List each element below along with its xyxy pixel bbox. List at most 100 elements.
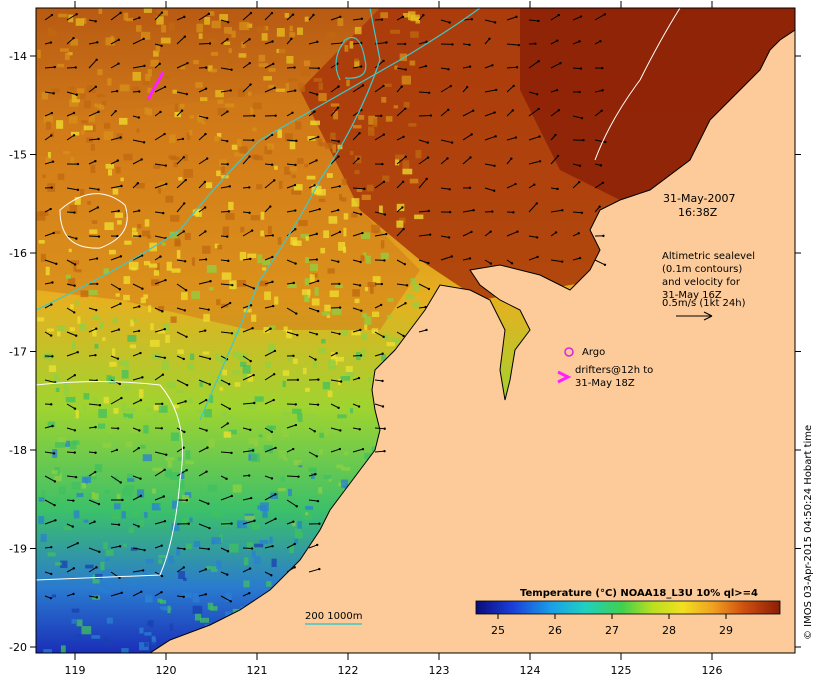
sst-pixel (208, 38, 217, 44)
colorbar-ramp (475, 600, 781, 615)
velocity-arrowhead (512, 211, 515, 214)
velocity-arrow (352, 329, 361, 333)
sst-pixel (352, 125, 362, 129)
velocity-arrowhead (183, 15, 186, 19)
sst-pixel (258, 63, 269, 68)
velocity-arrow (88, 471, 96, 477)
velocity-arrow (330, 107, 339, 117)
sst-pixel (414, 214, 424, 220)
velocity-arrowhead (163, 356, 167, 360)
velocity-arrow (110, 39, 119, 45)
velocity-arrowhead (230, 522, 233, 525)
sst-pixel (127, 478, 135, 482)
velocity-arrowhead (514, 136, 518, 139)
velocity-arrowhead (55, 262, 58, 266)
sst-pixel (47, 552, 56, 557)
sst-pixel (47, 27, 53, 36)
sst-pixel (41, 490, 46, 498)
sst-pixel (239, 21, 250, 31)
sst-pixel (118, 416, 129, 422)
velocity-arrow (176, 231, 185, 237)
sst-pixel (170, 214, 180, 222)
sst-pixel (191, 290, 200, 300)
velocity-arrowhead (381, 379, 384, 383)
velocity-arrowhead (338, 185, 341, 188)
sst-pixel (205, 565, 211, 570)
velocity-arrow (264, 281, 273, 285)
sst-pixel (91, 473, 96, 477)
plot-frame (35, 7, 796, 654)
velocity-arrow (462, 157, 471, 165)
sst-pixel (189, 115, 195, 119)
sst-pixel (198, 33, 203, 39)
velocity-arrowhead (227, 382, 231, 386)
sst-pixel (202, 245, 211, 254)
colorbar-ticks: 25 26 27 28 29 (491, 614, 733, 637)
velocity-arrow (110, 545, 121, 549)
sst-pixel (173, 404, 180, 409)
sst-pixel (263, 76, 273, 81)
velocity-arrowhead (316, 310, 320, 313)
sst-pixel (127, 334, 137, 342)
velocity-arrow (550, 62, 561, 69)
velocity-arrowhead (361, 447, 365, 451)
sst-pixel (203, 56, 211, 64)
sst-pixel (171, 268, 181, 273)
velocity-arrowhead (50, 572, 53, 576)
velocity-arrow (66, 235, 77, 240)
sst-pixel (102, 442, 112, 448)
velocity-arrowhead (450, 255, 453, 258)
sst-pixel (146, 620, 151, 626)
velocity-arrowhead (537, 107, 540, 111)
sst-pixel (102, 569, 111, 577)
velocity-arrowhead (602, 234, 605, 238)
argo-label: Argo (582, 347, 605, 358)
sst-pixel (53, 230, 61, 234)
velocity-arrowhead (274, 517, 277, 521)
velocity-arrow (132, 547, 145, 551)
velocity-arrowhead (274, 114, 277, 117)
sst-pixel (71, 619, 77, 624)
sst-pixel (112, 188, 119, 195)
velocity-arrowhead (160, 11, 164, 14)
sst-pixel (139, 627, 144, 634)
sst-pixel (318, 82, 324, 91)
sst-pixel (69, 204, 78, 214)
sst-pixel (192, 605, 203, 614)
velocity-arrowhead (203, 180, 207, 184)
sst-pixel (337, 414, 347, 419)
velocity-arrowhead (535, 236, 539, 239)
sst-pixel (217, 375, 223, 385)
velocity-arrowhead (248, 592, 251, 595)
colorbar-title: Temperature (°C) NOAA18_L3U 10% ql>=4 (520, 588, 758, 599)
sst-pixel (64, 52, 70, 60)
sst-pixel (327, 268, 335, 274)
velocity-arrowhead (115, 448, 119, 452)
velocity-arrow (198, 568, 207, 573)
sst-pixel (243, 580, 250, 588)
sst-pixel (56, 120, 64, 129)
sst-pixel (57, 173, 65, 180)
velocity-arrowhead (273, 349, 277, 353)
velocity-arrow (264, 447, 276, 453)
sst-pixel (47, 151, 51, 159)
sst-pixel (140, 444, 146, 449)
sst-pixel (69, 441, 77, 450)
sst-pixel (279, 45, 288, 55)
velocity-arrowhead (252, 373, 255, 377)
sst-pixel (292, 520, 296, 527)
velocity-arrow (594, 182, 604, 189)
velocity-arrow (418, 157, 429, 165)
velocity-arrowhead (359, 213, 363, 216)
sst-pixel (258, 434, 263, 438)
velocity-arrowhead (141, 287, 144, 290)
velocity-arrowhead (357, 376, 361, 380)
velocity-arrow (154, 496, 165, 501)
sst-pixel (408, 123, 417, 127)
velocity-arrowhead (249, 359, 252, 363)
velocity-arrowhead (73, 451, 76, 454)
velocity-arrowhead (97, 502, 101, 506)
sst-pixel (341, 178, 347, 186)
sst-pixel (151, 642, 158, 651)
y-axis: -14-15-16-17-18-19-20 (9, 50, 801, 654)
